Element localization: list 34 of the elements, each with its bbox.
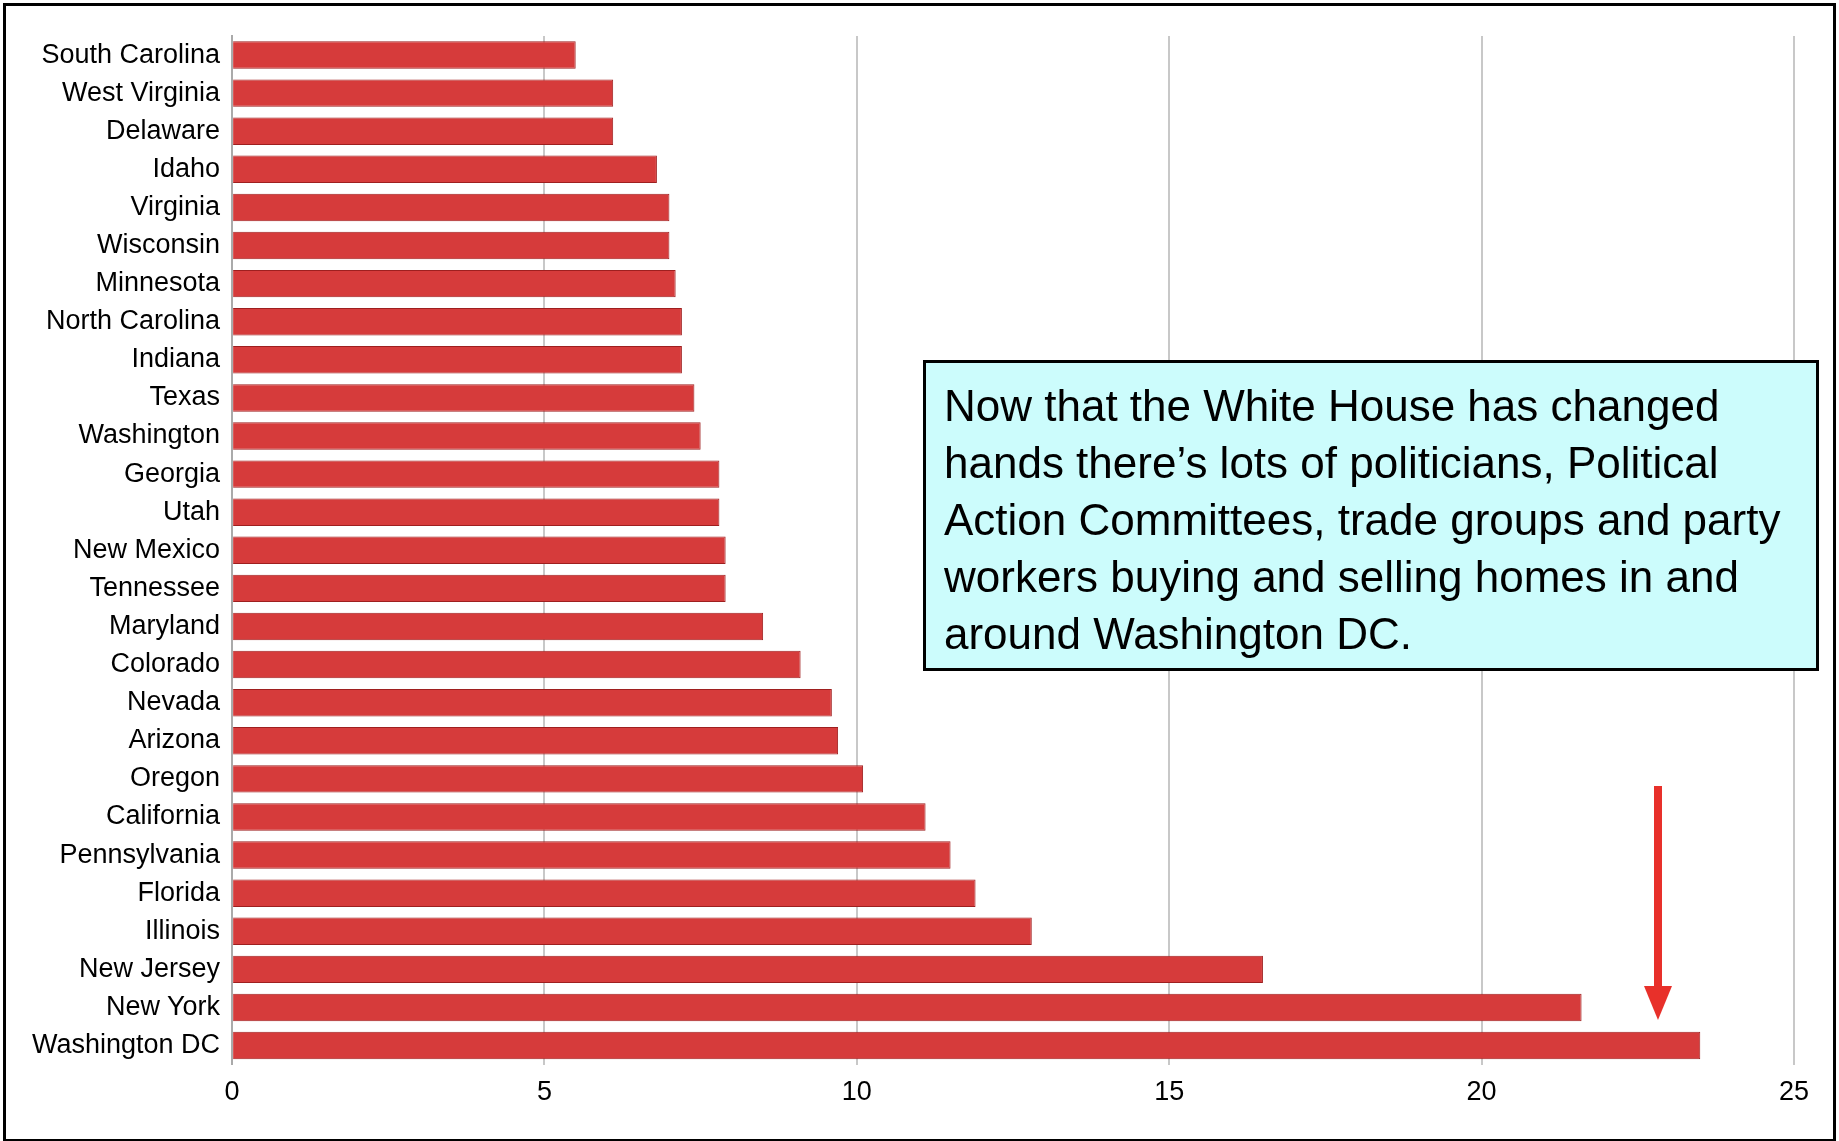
y-tick-label: Wisconsin: [97, 228, 221, 259]
y-tick-label: Idaho: [152, 152, 221, 183]
y-tick-label: New Jersey: [79, 952, 221, 983]
y-tick-label: Minnesota: [95, 267, 222, 298]
y-tick-label: Texas: [149, 381, 221, 412]
y-tick-label: Colorado: [110, 648, 221, 679]
y-tick-label: North Carolina: [46, 305, 222, 336]
y-tick-label: Indiana: [131, 343, 222, 374]
x-tick-label: 0: [224, 1076, 240, 1107]
x-tick-label: 10: [841, 1076, 872, 1107]
y-tick-label: Arizona: [128, 724, 222, 755]
y-tick-label: South Carolina: [41, 38, 222, 69]
y-tick-label: Washington DC: [32, 1029, 221, 1060]
y-tick-label: Washington: [78, 419, 221, 450]
y-tick-label: Georgia: [124, 457, 222, 488]
y-tick-label: Pennsylvania: [59, 838, 222, 869]
y-tick-label: Maryland: [109, 609, 221, 640]
x-tick-label: 25: [1778, 1076, 1810, 1107]
y-tick-label: Illinois: [145, 914, 221, 945]
y-tick-label: New York: [106, 990, 221, 1021]
y-tick-label: Virginia: [130, 190, 222, 221]
x-tick-label: 20: [1466, 1076, 1497, 1107]
y-tick-label: Florida: [137, 876, 222, 907]
y-tick-label: Delaware: [106, 114, 221, 145]
y-tick-label: New Mexico: [73, 533, 221, 564]
y-tick-label: Oregon: [130, 762, 221, 793]
y-tick-label: West Virginia: [62, 76, 222, 107]
y-tick-label: Nevada: [127, 686, 222, 717]
x-tick-label: 5: [536, 1076, 552, 1107]
annotation: Now that the White House has changed hands there’s lots of politicians, Political Action Committees, trade groups and party workers buying and selling homes in and around Washington DC.: [923, 360, 1819, 671]
y-tick-label: Utah: [163, 495, 221, 526]
y-tick-label: Tennessee: [89, 571, 221, 602]
y-tick-label: California: [106, 800, 222, 831]
x-tick-label: 15: [1154, 1076, 1185, 1107]
